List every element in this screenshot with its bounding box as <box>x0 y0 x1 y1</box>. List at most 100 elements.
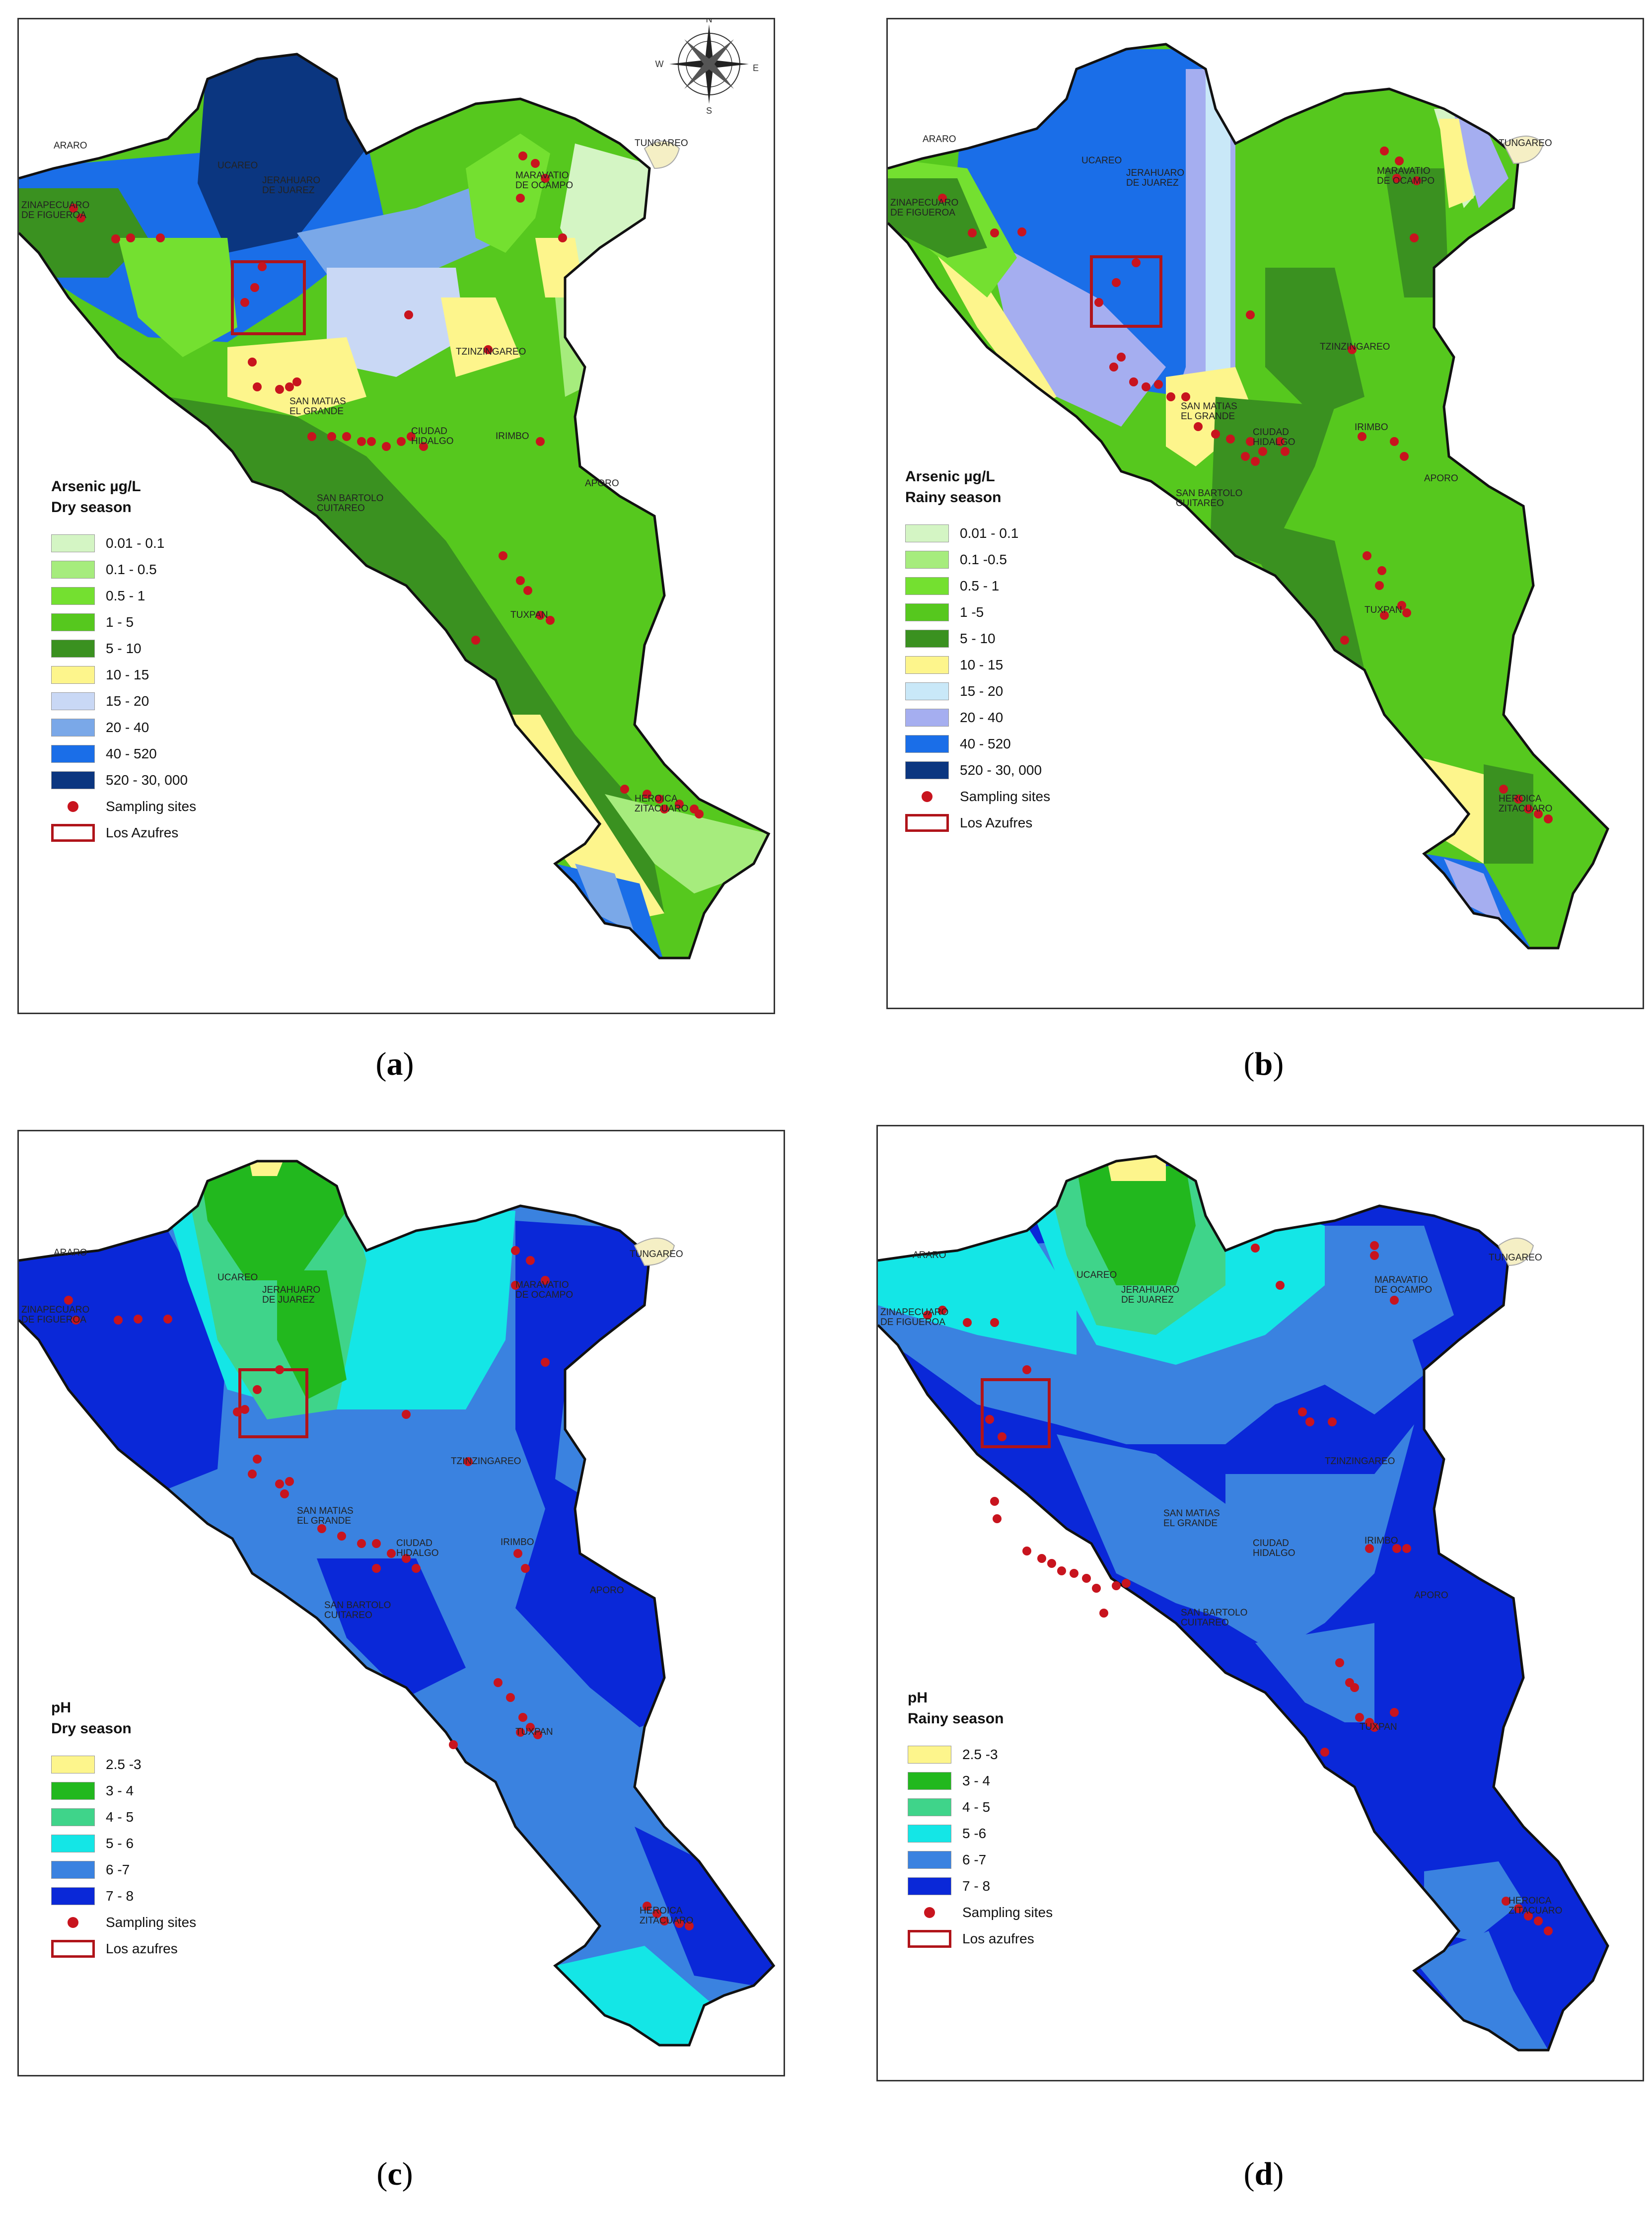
place-aporo: APORO <box>585 478 619 489</box>
legend-swatch <box>905 761 949 779</box>
legend-item-label: 7 - 8 <box>106 1888 134 1904</box>
legend-swatch <box>905 656 949 674</box>
legend-item-label: 15 - 20 <box>960 683 1004 699</box>
legend-box-label: Los Azufres <box>960 814 1033 830</box>
legend-item: 0.01 - 0.1 <box>51 530 196 556</box>
legend-subtitle: Dry season <box>51 499 132 516</box>
place-san-bartolo: SAN BARTOLO CUITAREO <box>1176 488 1243 509</box>
legend-item: 15 - 20 <box>51 688 196 714</box>
legend-rows: 2.5 -3 3 - 4 4 - 5 5 - 6 6 -7 7 - 8 <box>51 1751 196 1909</box>
legend-rows: 0.01 - 0.1 0.1 -0.5 0.5 - 1 1 -5 5 - 10 10 - … <box>905 520 1050 783</box>
place-ucareo: UCAREO <box>1081 155 1122 166</box>
los-azufres-box <box>238 1368 308 1438</box>
compass-e-label: E <box>753 63 759 73</box>
legend-item: 4 - 5 <box>51 1804 196 1830</box>
place-zinapecuaro: ZINAPECUARO DE FIGUEROA <box>890 198 959 218</box>
legend-item-label: 0.01 - 0.1 <box>106 535 165 551</box>
sampling-sites <box>64 1246 694 1930</box>
legend-item-label: 520 - 30, 000 <box>960 762 1042 778</box>
legend-item: 40 - 520 <box>51 740 196 767</box>
place-tungareo: TUNGAREO <box>635 138 688 148</box>
legend-item-label: 0.1 - 0.5 <box>106 561 157 577</box>
legend-swatch <box>51 587 95 605</box>
place-tuxpan: TUXPAN <box>515 1727 553 1737</box>
sampling-sites <box>69 151 704 818</box>
legend-item: 20 - 40 <box>905 704 1050 731</box>
place-jerahuaro: JERAHUARO DE JUAREZ <box>262 175 321 196</box>
legend-item-label: 15 - 20 <box>106 693 149 709</box>
legend-item: 1 -5 <box>905 599 1050 625</box>
legend-swatch <box>51 613 95 631</box>
map-panel-b: ARARO UCAREO JERAHUARO DE JUAREZ ZINAPEC… <box>886 18 1644 1009</box>
legend-item: 5 -6 <box>908 1820 1053 1847</box>
legend-item: 6 -7 <box>51 1856 196 1883</box>
legend-item-label: 10 - 15 <box>106 666 149 682</box>
legend-swatch <box>51 1755 95 1773</box>
legend-item-label: 0.5 - 1 <box>106 588 145 603</box>
legend-swatch <box>51 771 95 789</box>
legend-item: 15 - 20 <box>905 678 1050 704</box>
los-azufres-box <box>1090 255 1162 328</box>
place-aporo: APORO <box>1414 1590 1448 1601</box>
map-panel-a: N S W E ARARO UCAREO JERAHUARO DE JUAREZ… <box>17 18 775 1014</box>
legend-item-label: 3 - 4 <box>106 1782 134 1798</box>
place-san-matias: SAN MATIAS EL GRANDE <box>289 396 346 417</box>
los-azufres-box <box>231 260 306 335</box>
legend-a: Arsenic µg/L Dry season 0.01 - 0.1 0.1 - … <box>51 476 196 846</box>
legend-item: 1 - 5 <box>51 609 196 635</box>
legend-item-label: 0.1 -0.5 <box>960 551 1007 567</box>
legend-swatch <box>51 744 95 763</box>
map-panel-d: ARARO UCAREO JERAHUARO DE JUAREZ ZINAPEC… <box>876 1125 1644 2081</box>
place-ucareo: UCAREO <box>1077 1270 1117 1280</box>
compass-w-label: W <box>655 59 664 69</box>
legend-item: 0.5 - 1 <box>905 573 1050 599</box>
legend-item: 20 - 40 <box>51 714 196 740</box>
legend-swatch <box>905 577 949 595</box>
compass-n-label: N <box>706 19 713 24</box>
legend-item-label: 0.01 - 0.1 <box>960 525 1019 541</box>
place-ciudad-hidalgo: CIUDAD HIDALGO <box>1253 1538 1295 1558</box>
caption-c: (c) <box>376 2156 413 2192</box>
legend-item: 10 - 15 <box>51 662 196 688</box>
caption-d-letter: d <box>1254 2156 1273 2192</box>
legend-swatch <box>51 718 95 737</box>
legend-item: 0.1 -0.5 <box>905 546 1050 573</box>
legend-item: 5 - 10 <box>51 635 196 662</box>
legend-item: 0.1 - 0.5 <box>51 556 196 583</box>
place-jerahuaro: JERAHUARO DE JUAREZ <box>1121 1285 1180 1305</box>
caption-c-letter: c <box>387 2156 402 2192</box>
legend-item-label: 5 -6 <box>962 1825 987 1841</box>
place-maravatio: MARAVATIO DE OCAMPO <box>1377 166 1435 186</box>
legend-swatch <box>905 550 949 569</box>
place-araro: ARARO <box>54 1248 87 1258</box>
place-heroica: HEROICA ZITACUARO <box>1508 1896 1563 1916</box>
legend-item: 40 - 520 <box>905 731 1050 757</box>
legend-item-label: 0.5 - 1 <box>960 578 1000 593</box>
place-tzinzingareo: TZINZINGAREO <box>456 347 526 357</box>
place-araro: ARARO <box>913 1250 946 1260</box>
place-irimbo: IRIMBO <box>496 431 529 442</box>
caption-b: (b) <box>1243 1046 1284 1082</box>
legend-item: 0.5 - 1 <box>51 583 196 609</box>
place-ucareo: UCAREO <box>217 1272 258 1283</box>
legend-item-label: 1 - 5 <box>106 614 134 630</box>
legend-item: 520 - 30, 000 <box>51 767 196 793</box>
legend-item: 3 - 4 <box>908 1768 1053 1794</box>
legend-swatch <box>905 735 949 753</box>
caption-a: (a) <box>375 1046 414 1082</box>
legend-rows: 0.01 - 0.1 0.1 - 0.5 0.5 - 1 1 - 5 5 - 10 10 … <box>51 530 196 793</box>
legend-box-label: Los azufres <box>106 1940 178 1956</box>
legend-swatch <box>51 534 95 552</box>
place-irimbo: IRIMBO <box>501 1537 534 1548</box>
legend-item-label: 6 -7 <box>962 1851 987 1867</box>
legend-item-label: 2.5 -3 <box>962 1746 998 1762</box>
legend-item-label: 5 - 10 <box>960 630 996 646</box>
legend-los-azufres: Los Azufres <box>905 810 1050 836</box>
legend-item-label: 7 - 8 <box>962 1878 991 1894</box>
legend-title: Arsenic µg/L <box>51 478 141 495</box>
legend-item-label: 4 - 5 <box>962 1799 991 1815</box>
place-san-matias: SAN MATIAS EL GRANDE <box>297 1506 354 1526</box>
place-irimbo: IRIMBO <box>1355 422 1388 433</box>
legend-item: 5 - 6 <box>51 1830 196 1856</box>
legend-swatch <box>908 1824 951 1843</box>
